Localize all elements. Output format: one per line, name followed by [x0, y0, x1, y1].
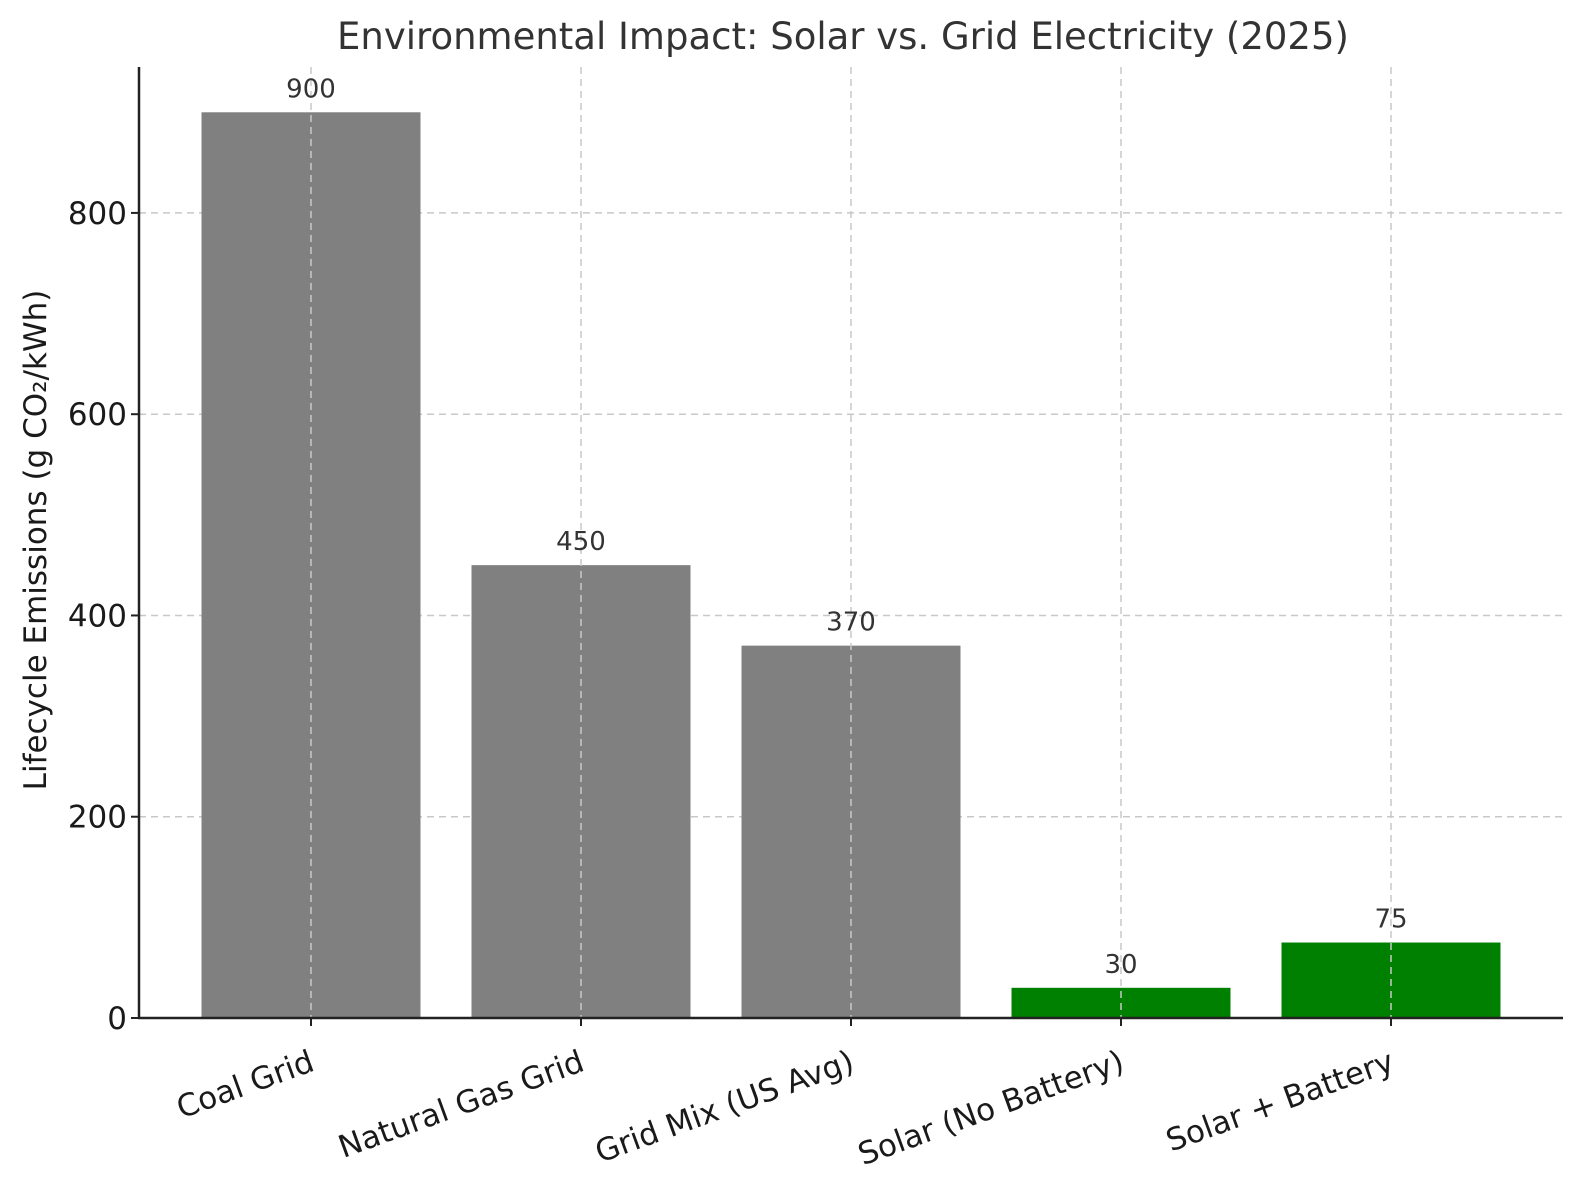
- x-tick-label-5: Solar + Battery: [1161, 1044, 1398, 1160]
- x-tick-label-4: Solar (No Battery): [853, 1044, 1128, 1174]
- data-label-3: 370: [826, 608, 876, 638]
- y-tick-label-200: 200: [68, 800, 127, 836]
- data-label-4: 30: [1104, 950, 1137, 980]
- y-tick-label-0: 0: [107, 1001, 127, 1037]
- data-label-2: 450: [556, 527, 606, 557]
- axes-layer: [131, 67, 1563, 1026]
- x-tick-label-1: Coal Grid: [172, 1044, 319, 1127]
- x-tick-label-2: Natural Gas Grid: [334, 1044, 589, 1166]
- bar-3: [741, 645, 961, 1018]
- y-tick-label-400: 400: [68, 598, 127, 634]
- x-tick-label-3: Grid Mix (US Avg): [591, 1044, 859, 1171]
- bars-layer: [201, 67, 1501, 1019]
- y-tick-label-800: 800: [68, 196, 127, 232]
- data-label-1: 900: [286, 74, 336, 104]
- chart-title: Environmental Impact: Solar vs. Grid Ele…: [337, 15, 1349, 58]
- y-axis-label: Lifecycle Emissions (g CO₂/kWh): [18, 290, 54, 791]
- data-label-5: 75: [1374, 905, 1407, 935]
- y-tick-label-600: 600: [68, 397, 127, 433]
